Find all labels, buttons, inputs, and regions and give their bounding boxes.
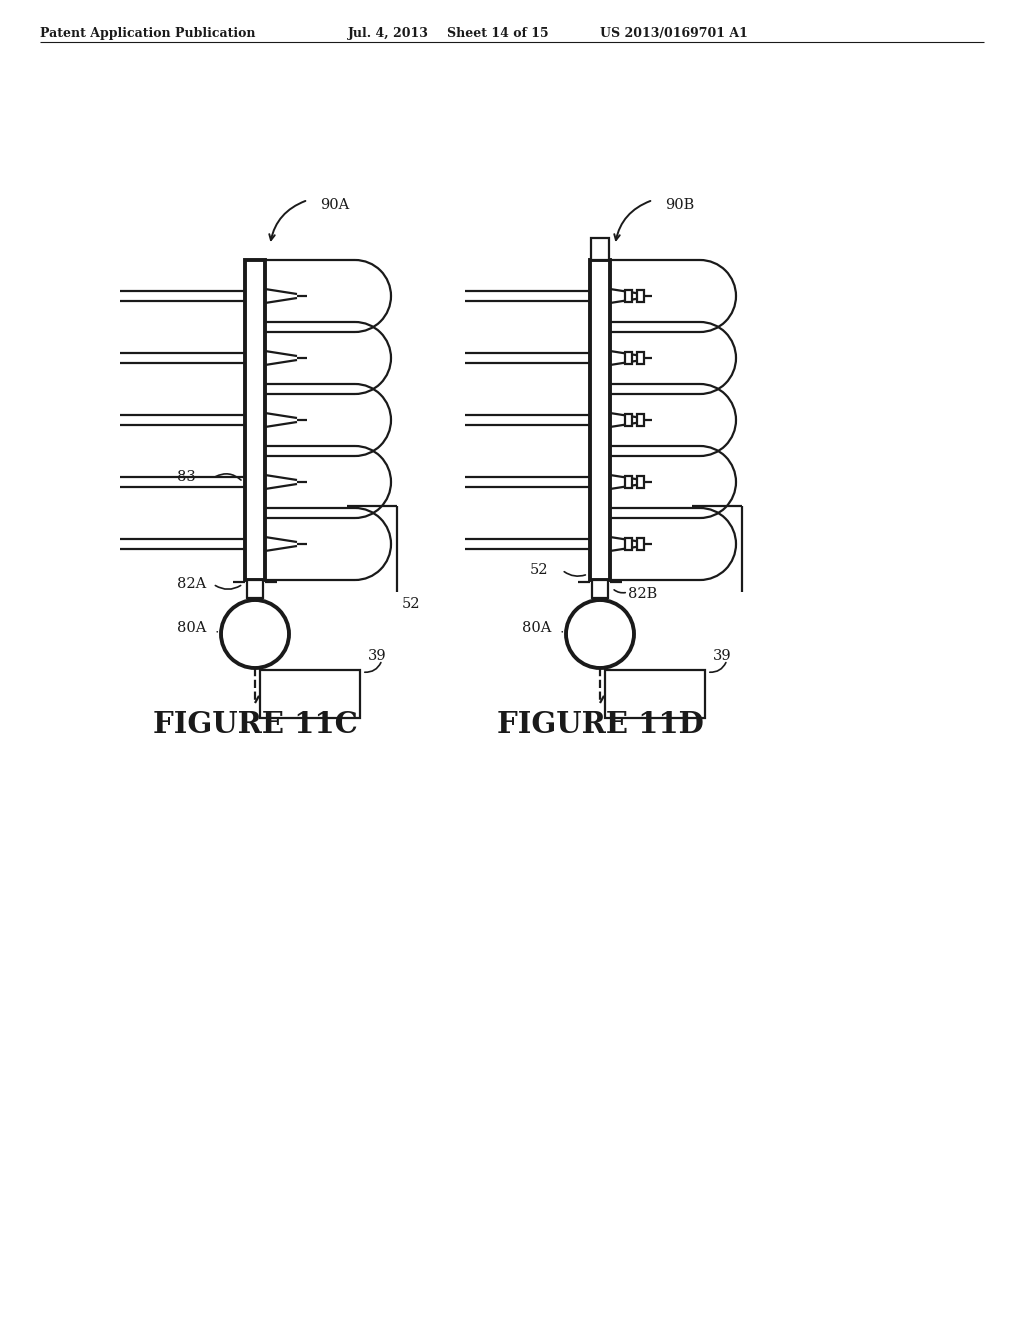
Text: 80A: 80A — [522, 620, 551, 635]
Bar — [637, 352, 644, 364]
Circle shape — [566, 601, 634, 668]
Bar — [592, 579, 608, 598]
Text: 82B: 82B — [628, 587, 657, 601]
Text: 82A: 82A — [177, 577, 206, 591]
Text: Jul. 4, 2013: Jul. 4, 2013 — [348, 26, 429, 40]
Bar — [637, 414, 644, 426]
Text: 39: 39 — [713, 649, 731, 663]
Bar — [625, 414, 632, 426]
Text: 52: 52 — [530, 564, 549, 577]
Bar — [625, 290, 632, 302]
Text: 90A: 90A — [319, 198, 349, 213]
Bar — [590, 260, 610, 579]
Bar — [625, 477, 632, 488]
Bar — [625, 352, 632, 364]
Text: US 2013/0169701 A1: US 2013/0169701 A1 — [600, 26, 748, 40]
Bar — [605, 671, 705, 718]
Text: Sheet 14 of 15: Sheet 14 of 15 — [447, 26, 549, 40]
Text: 83: 83 — [177, 470, 196, 484]
Bar — [245, 260, 265, 579]
Circle shape — [221, 601, 289, 668]
Text: 90B: 90B — [665, 198, 694, 213]
Text: 80A: 80A — [177, 620, 207, 635]
Bar — [625, 539, 632, 550]
Bar — [247, 579, 263, 598]
Text: Patent Application Publication: Patent Application Publication — [40, 26, 256, 40]
Bar — [591, 238, 609, 260]
Text: FIGURE 11D: FIGURE 11D — [497, 710, 703, 739]
Text: FIGURE 11C: FIGURE 11C — [153, 710, 357, 739]
Bar — [637, 290, 644, 302]
Bar — [260, 671, 360, 718]
Bar — [637, 477, 644, 488]
Bar — [637, 539, 644, 550]
Text: 52: 52 — [402, 597, 421, 611]
Text: 39: 39 — [368, 649, 387, 663]
